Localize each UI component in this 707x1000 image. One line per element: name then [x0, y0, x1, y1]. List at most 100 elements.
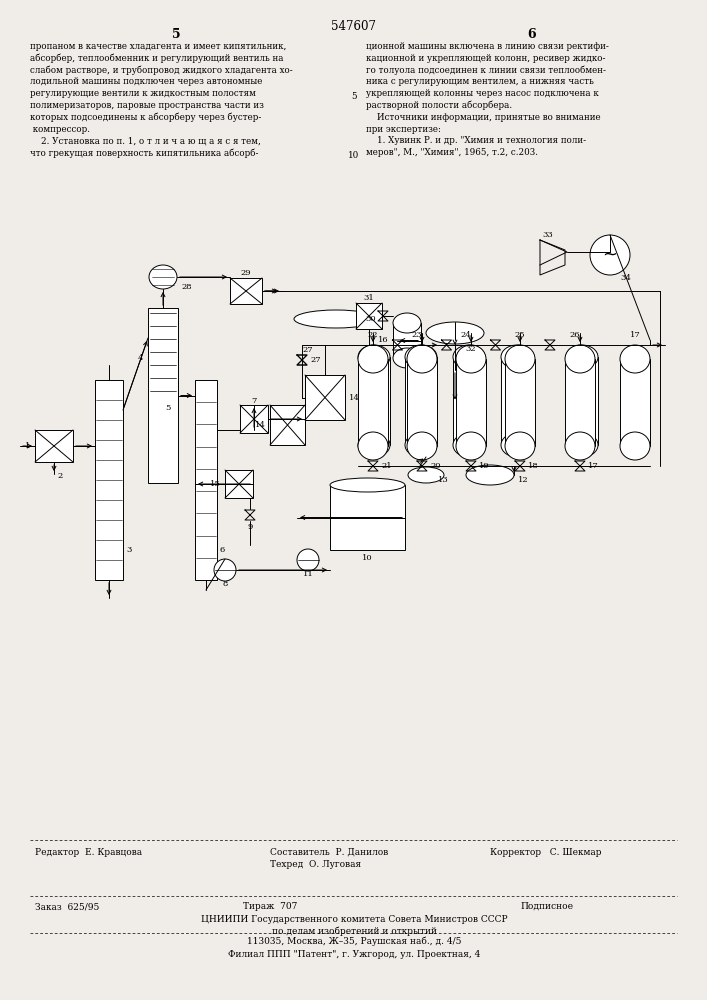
- Text: 15: 15: [210, 480, 221, 488]
- Bar: [405, 357, 437, 445]
- Text: 16: 16: [378, 336, 389, 344]
- Bar: [505, 359, 535, 446]
- Text: 11: 11: [303, 570, 313, 578]
- Ellipse shape: [358, 345, 390, 369]
- Ellipse shape: [407, 345, 437, 373]
- Ellipse shape: [407, 432, 437, 460]
- Bar: [240, 405, 268, 433]
- Ellipse shape: [466, 465, 514, 485]
- Ellipse shape: [456, 345, 486, 373]
- Ellipse shape: [565, 432, 595, 460]
- Bar: [565, 359, 595, 446]
- Text: 24: 24: [461, 331, 472, 339]
- Ellipse shape: [566, 433, 598, 457]
- Bar: [305, 375, 345, 420]
- Bar: [393, 323, 421, 358]
- Text: 21: 21: [381, 462, 392, 470]
- Bar: [195, 380, 217, 580]
- Ellipse shape: [505, 432, 535, 460]
- Bar: [330, 485, 405, 550]
- Text: 7: 7: [251, 397, 257, 405]
- Bar: [148, 308, 178, 483]
- Ellipse shape: [408, 467, 444, 483]
- Bar: [566, 357, 598, 445]
- Ellipse shape: [566, 345, 598, 369]
- Bar: [95, 380, 123, 580]
- Text: кационной и укрепляющей колонн, ресивер жидко-: кационной и укрепляющей колонн, ресивер …: [366, 54, 605, 63]
- Text: ЦНИИПИ Государственного комитета Совета Министров СССР: ЦНИИПИ Государственного комитета Совета …: [201, 915, 508, 924]
- Text: 23: 23: [411, 331, 422, 339]
- Bar: [620, 359, 650, 446]
- Text: 6: 6: [220, 546, 226, 554]
- Ellipse shape: [393, 348, 421, 368]
- Text: 31: 31: [363, 294, 375, 302]
- Text: которых подсоединены к абсорберу через бустер-: которых подсоединены к абсорберу через б…: [30, 113, 262, 122]
- Text: компрессор.: компрессор.: [30, 125, 90, 134]
- Text: 34: 34: [620, 274, 631, 282]
- Ellipse shape: [405, 345, 437, 369]
- Ellipse shape: [453, 345, 485, 369]
- Ellipse shape: [358, 432, 388, 460]
- Text: что грекущая поверхность кипятильника абсорб-: что грекущая поверхность кипятильника аб…: [30, 148, 259, 158]
- Text: Составитель  Р. Данилов: Составитель Р. Данилов: [270, 848, 388, 857]
- Circle shape: [297, 549, 319, 571]
- Text: 1. Хувинк Р. и др. "Химия и технология поли-: 1. Хувинк Р. и др. "Химия и технология п…: [366, 136, 586, 145]
- Text: 27: 27: [310, 356, 321, 364]
- Ellipse shape: [620, 432, 650, 460]
- Text: 2. Установка по п. 1, о т л и ч а ю щ а я с я тем,: 2. Установка по п. 1, о т л и ч а ю щ а …: [30, 136, 261, 145]
- Text: 3: 3: [126, 546, 132, 554]
- Text: 8: 8: [222, 580, 228, 588]
- Ellipse shape: [330, 478, 405, 492]
- Ellipse shape: [453, 433, 485, 457]
- Text: ника с регулирующим вентилем, а нижняя часть: ника с регулирующим вентилем, а нижняя ч…: [366, 77, 594, 86]
- Text: 9: 9: [247, 523, 252, 531]
- Text: Филиал ППП "Патент", г. Ужгород, ул. Проектная, 4: Филиал ППП "Патент", г. Ужгород, ул. Про…: [228, 950, 480, 959]
- Bar: [358, 359, 388, 446]
- Text: ~: ~: [602, 246, 617, 264]
- Text: 13: 13: [438, 476, 449, 484]
- Text: 5: 5: [172, 28, 180, 41]
- Ellipse shape: [456, 432, 486, 460]
- Text: 20: 20: [430, 462, 440, 470]
- Text: 18: 18: [528, 462, 539, 470]
- Text: полимеризаторов, паровые пространства части из: полимеризаторов, паровые пространства ча…: [30, 101, 264, 110]
- Text: 2: 2: [57, 472, 62, 480]
- Text: Заказ  625/95: Заказ 625/95: [35, 902, 100, 911]
- Bar: [270, 405, 305, 445]
- Bar: [501, 357, 533, 445]
- Ellipse shape: [393, 313, 421, 333]
- Text: Подписное: Подписное: [520, 902, 573, 911]
- Text: 113035, Москва, Ж–35, Раушская наб., д. 4/5: 113035, Москва, Ж–35, Раушская наб., д. …: [247, 937, 461, 946]
- Bar: [407, 359, 437, 446]
- Text: 1: 1: [25, 442, 30, 450]
- Ellipse shape: [405, 433, 437, 457]
- Ellipse shape: [565, 345, 595, 373]
- Text: 12: 12: [518, 476, 529, 484]
- Text: Техред  О. Луговая: Техред О. Луговая: [270, 860, 361, 869]
- Text: 5: 5: [351, 92, 357, 101]
- Text: меров", М., "Химия", 1965, т.2, с.203.: меров", М., "Химия", 1965, т.2, с.203.: [366, 148, 538, 157]
- Text: при экспертизе:: при экспертизе:: [366, 125, 441, 134]
- Ellipse shape: [294, 310, 378, 328]
- Text: 27: 27: [302, 346, 312, 354]
- Text: по делам изобретений и открытий: по делам изобретений и открытий: [271, 926, 436, 936]
- Ellipse shape: [501, 433, 533, 457]
- Text: 33: 33: [543, 231, 554, 239]
- Circle shape: [590, 235, 630, 275]
- Text: 30: 30: [365, 315, 375, 323]
- Text: 14: 14: [255, 421, 266, 429]
- Text: ционной машины включена в линию связи ректифи-: ционной машины включена в линию связи ре…: [366, 42, 609, 51]
- Text: слабом растворе, и трубопровод жидкого хладагента хо-: слабом растворе, и трубопровод жидкого х…: [30, 66, 293, 75]
- Text: 547607: 547607: [332, 20, 377, 33]
- Text: Корректор   С. Шекмар: Корректор С. Шекмар: [490, 848, 602, 857]
- Text: 17: 17: [630, 331, 641, 339]
- Text: пропаном в качестве хладагента и имеет кипятильник,: пропаном в качестве хладагента и имеет к…: [30, 42, 286, 51]
- Text: 6: 6: [527, 28, 537, 41]
- Ellipse shape: [149, 265, 177, 289]
- Text: растворной полости абсорбера.: растворной полости абсорбера.: [366, 101, 512, 110]
- Text: 14: 14: [349, 393, 360, 401]
- Bar: [456, 359, 486, 446]
- Bar: [225, 470, 253, 498]
- Text: 17: 17: [588, 462, 599, 470]
- Ellipse shape: [505, 345, 535, 373]
